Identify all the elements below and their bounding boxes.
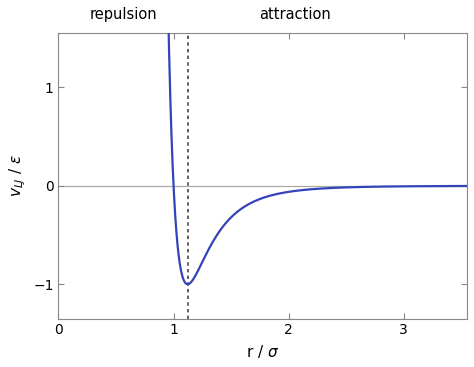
Y-axis label: $v_{LJ}$ / $\varepsilon$: $v_{LJ}$ / $\varepsilon$ (7, 155, 27, 197)
Text: attraction: attraction (260, 7, 331, 22)
X-axis label: r / $\sigma$: r / $\sigma$ (246, 343, 279, 360)
Text: repulsion: repulsion (90, 7, 158, 22)
